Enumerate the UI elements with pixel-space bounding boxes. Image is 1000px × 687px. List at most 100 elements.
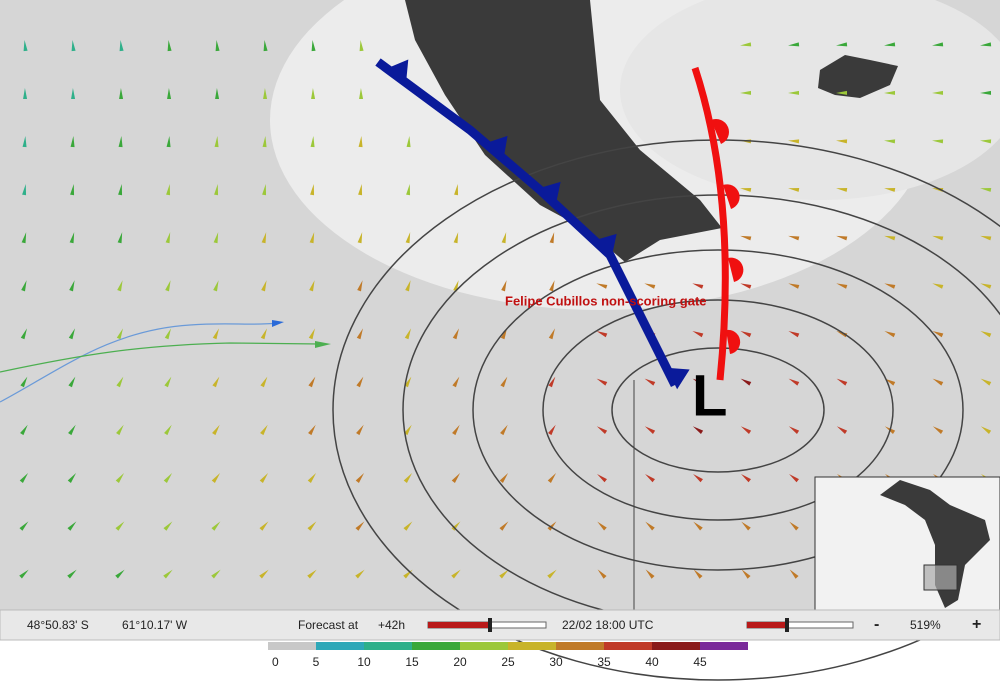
wind-arrow [164,328,171,340]
wind-arrow [67,521,77,531]
wind-arrow [740,187,752,192]
wind-arrow [932,426,944,434]
wind-arrow [307,569,317,579]
cold-front-barbs [386,59,690,390]
wind-arrow [356,328,363,340]
wind-arrow [549,280,555,292]
wind-arrow [884,42,896,47]
front-symbol [386,59,409,83]
legend-swatch [556,642,604,650]
wind-arrow [358,136,363,148]
wind-arrow [451,521,461,531]
wind-arrow [118,184,123,196]
wind-arrow [980,90,992,95]
wind-arrow [165,280,171,292]
warm-front [691,66,729,381]
slider-thumb[interactable] [785,618,789,632]
wind-arrow [596,426,608,434]
legend-label: 0 [272,655,279,669]
wind-arrow [356,424,364,436]
wind-arrow [307,521,317,531]
wind-arrow [548,376,556,388]
isobar [472,249,964,571]
wind-legend: 0 5 10 15 20 25 30 35 40 45 [268,642,748,669]
wind-arrow [836,378,848,386]
boat-track [0,322,279,403]
wind-arrow [212,424,220,436]
wind-arrow [741,473,751,483]
isobar [542,299,894,521]
wind-arrow [23,88,28,100]
wind-arrow [740,378,752,386]
front-symbol [711,119,729,144]
wind-arrow [980,426,992,434]
inset-map [814,476,1000,611]
wind-arrow [451,473,461,483]
falkland-islands [818,55,898,98]
zoom-slider[interactable] [746,618,854,632]
wind-arrow [355,569,365,579]
wind-arrow [884,139,896,144]
legend-swatch [460,642,508,650]
wind-arrow [115,473,125,483]
legend-label: 20 [453,655,467,669]
wind-arrow [67,569,77,579]
slider-fill [428,622,490,628]
isobar [332,139,1000,681]
wind-arrow [311,40,316,52]
wind-arrow [692,283,704,289]
wind-arrow [22,184,27,196]
wind-arrow [789,569,799,579]
wind-arrow [68,328,75,340]
wind-arrow [212,376,220,388]
wind-arrow [547,521,557,531]
cold-front [375,58,680,388]
zoom-out-button[interactable]: - [874,616,879,633]
wind-arrow [358,184,363,196]
wind-arrow [500,424,508,436]
wind-arrow [692,378,704,386]
wind-arrow [788,139,800,144]
wind-arrow [69,232,75,244]
front-symbol [666,367,690,390]
longitude: 61°10.17' W [122,618,188,632]
wind-arrow [355,473,365,483]
wind-arrow [884,187,896,192]
zoom-in-button[interactable]: + [972,616,981,633]
wind-arrow [355,521,365,531]
wind-arrow [69,280,75,292]
wind-arrow [836,235,848,241]
wind-arrow [311,88,316,100]
wind-arrow [260,424,268,436]
wind-arrow [163,521,173,531]
wind-arrow [20,424,28,436]
front-symbol [726,329,741,354]
wind-arrow [213,232,219,244]
wind-arrow [740,283,752,289]
legend-label: 10 [357,655,371,669]
wind-arrow [789,473,799,483]
wind-arrow [932,235,944,241]
wind-arrow [788,187,800,192]
legend-swatch [412,642,460,650]
wind-arrow [788,235,800,241]
forecast-slider[interactable] [427,618,547,632]
wind-arrow [499,473,509,483]
wind-arrow [453,232,459,244]
wind-arrow [499,569,509,579]
wind-arrow [404,328,411,340]
wind-arrow [71,88,76,100]
wind-arrow [740,235,752,241]
wind-arrow [117,280,123,292]
wind-arrow [260,328,267,340]
wind-arrow [405,232,411,244]
wind-arrow [308,376,316,388]
wind-arrow [980,187,992,192]
slider-thumb[interactable] [488,618,492,632]
wind-arrow [23,40,28,52]
wind-arrow [452,376,460,388]
legend-label: 35 [597,655,611,669]
front-symbol [728,257,744,282]
wind-arrow [262,184,267,196]
wind-arrow [68,424,76,436]
